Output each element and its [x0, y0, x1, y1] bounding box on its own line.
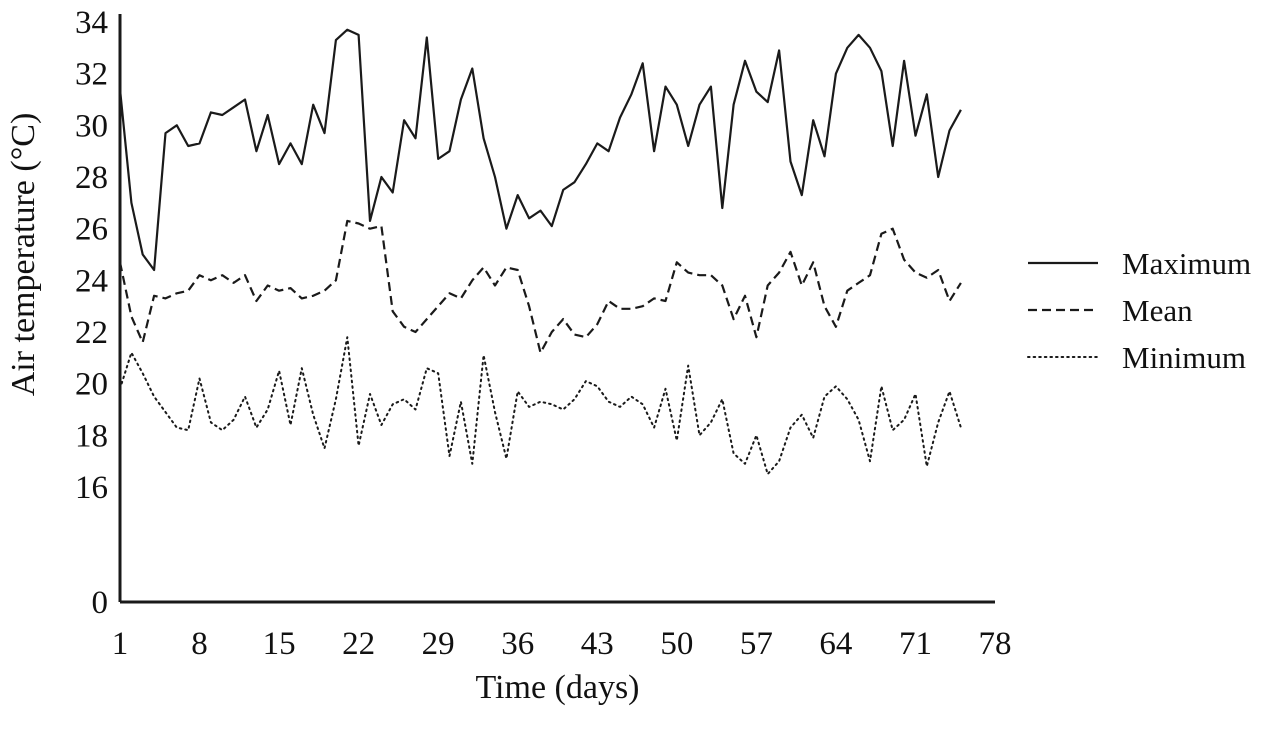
- maximum-line: [118, 28, 962, 272]
- x-tick-label: 8: [191, 626, 208, 662]
- y-axis-break-label: 0: [92, 585, 109, 621]
- y-tick-label: 26: [75, 212, 108, 248]
- x-tick-label: 50: [660, 626, 693, 662]
- y-tick-label: 18: [75, 418, 108, 454]
- y-tick-label: 34: [75, 5, 108, 41]
- x-tick-label: 15: [263, 626, 296, 662]
- minimum-line: [119, 336, 962, 476]
- y-axis-label: Air temperature (°C): [5, 113, 42, 397]
- y-tick-label: 20: [75, 367, 108, 403]
- legend-minimum-label: Minimum: [1122, 340, 1246, 375]
- y-tick-label: 28: [75, 160, 108, 196]
- x-tick-label: 57: [740, 626, 773, 662]
- x-tick-label: 78: [979, 626, 1012, 662]
- y-tick-label: 30: [75, 108, 108, 144]
- y-tick-label: 32: [75, 57, 108, 93]
- x-tick-label: 1: [112, 626, 129, 662]
- x-tick-label: 22: [342, 626, 375, 662]
- x-tick-label: 71: [899, 626, 932, 662]
- x-axis-label: Time (days): [475, 669, 639, 706]
- y-tick-label: 16: [75, 470, 108, 506]
- y-tick-label: 22: [75, 315, 108, 351]
- y-tick-label: 24: [75, 263, 108, 299]
- x-tick-label: 64: [819, 626, 852, 662]
- x-tick-label: 43: [581, 626, 614, 662]
- legend-maximum-label: Maximum: [1122, 246, 1251, 281]
- x-tick-label: 36: [501, 626, 534, 662]
- legend-mean-label: Mean: [1122, 293, 1193, 328]
- mean-line: [118, 219, 962, 354]
- x-tick-label: 29: [422, 626, 455, 662]
